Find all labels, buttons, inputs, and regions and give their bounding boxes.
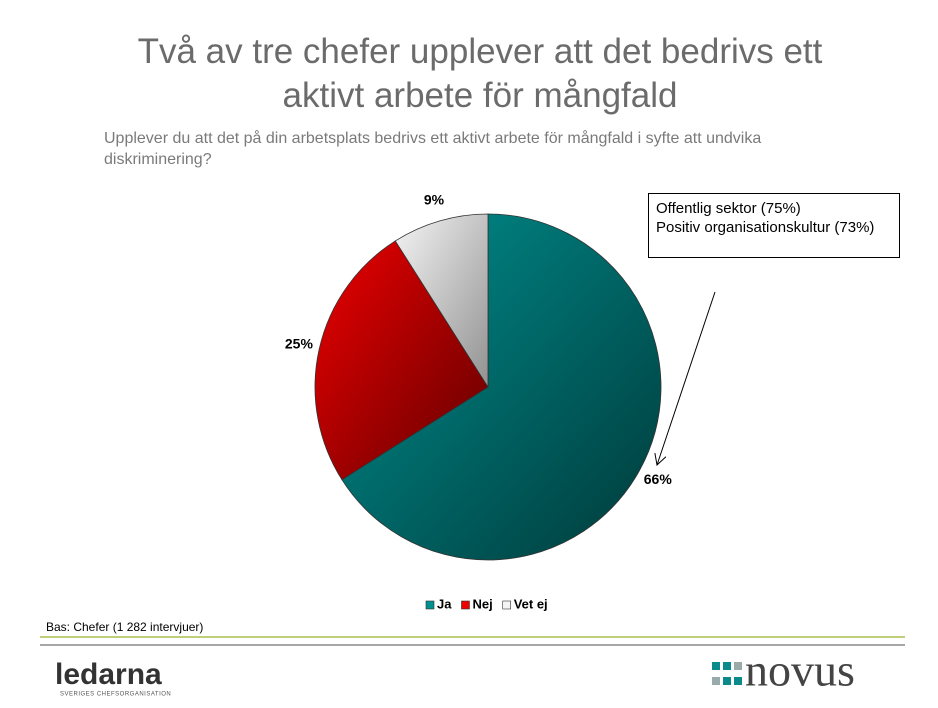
annotation-line: Positiv organisationskultur (73%) — [656, 219, 875, 236]
pie-slice — [341, 213, 662, 561]
data-label: 25% — [285, 335, 314, 351]
legend-swatch — [502, 600, 512, 610]
legend-label: Nej — [472, 596, 492, 611]
annotation-box: Offentlig sektor (75%) Positiv organisati… — [648, 193, 900, 258]
annotation-arrow — [657, 291, 716, 465]
footnote: Bas: Chefer (1 282 intervjuer) — [46, 620, 204, 634]
legend-label: Ja — [437, 596, 452, 611]
title: Två av tre chefer upplever att det bedri… — [137, 32, 823, 115]
legend-swatch — [461, 600, 470, 610]
pie-slice — [314, 240, 489, 481]
legend-label: Vet ej — [514, 596, 548, 611]
logo-novus-mark — [712, 662, 742, 685]
annotation-line: Offentlig sektor (75%) — [656, 200, 801, 217]
data-label: 9% — [424, 192, 445, 208]
logo-ledarna: ledarna — [55, 658, 162, 691]
logo-novus: novus — [745, 645, 855, 696]
subtitle: Upplever du att det på din arbetsplats b… — [104, 130, 762, 168]
logo-tagline: SVERIGES CHEFSORGANISATION — [60, 692, 171, 698]
pie-slice — [394, 213, 489, 389]
data-label: 66% — [644, 471, 673, 487]
legend-swatch — [425, 600, 435, 610]
